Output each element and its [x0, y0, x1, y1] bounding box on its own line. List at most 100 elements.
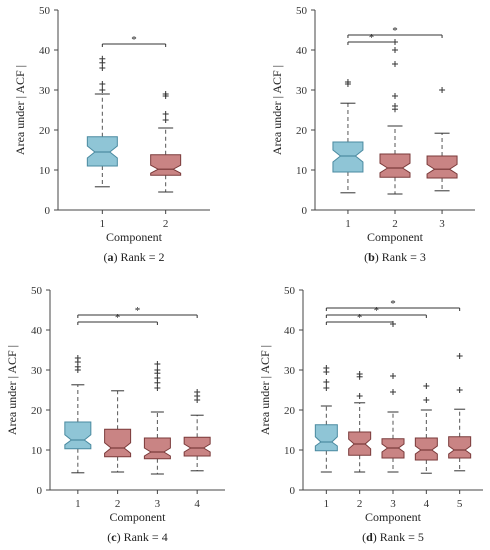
caption-letter-body: a — [107, 250, 113, 264]
box-body — [64, 421, 92, 450]
outlier-point — [99, 87, 106, 93]
y-tick-label: 10 — [284, 445, 296, 457]
x-tick-label: 1 — [100, 218, 106, 230]
outlier-point — [323, 365, 330, 371]
significance-star: * — [392, 25, 398, 37]
box-body — [448, 436, 472, 459]
x-tick-label: 1 — [345, 218, 351, 230]
significance-bracket: * — [325, 312, 394, 325]
box-body — [379, 153, 411, 178]
box-body — [426, 155, 458, 179]
outlier-point — [456, 353, 463, 359]
y-tick-label: 40 — [39, 45, 51, 57]
y-tick-label: 30 — [296, 85, 308, 97]
significance-bracket: * — [347, 32, 396, 45]
significance-star: * — [135, 305, 141, 317]
y-tick-label: 30 — [284, 365, 296, 377]
x-tick-label: 3 — [390, 498, 396, 510]
outlier-point — [154, 385, 161, 391]
y-tick-label: 20 — [31, 405, 43, 417]
caption-paren-open: ( — [107, 530, 111, 544]
caption-letter-body: c — [111, 530, 117, 544]
outlier-point — [162, 111, 169, 117]
outlier-point — [74, 355, 81, 361]
panel-caption: (b) Rank = 3 — [364, 250, 426, 264]
caption-text: ) Rank = 4 — [117, 530, 168, 544]
significance-bracket: * — [101, 34, 167, 47]
outlier-point — [99, 65, 106, 71]
x-axis-label: Component — [110, 510, 167, 524]
y-tick-label: 50 — [31, 285, 43, 297]
box-body — [150, 154, 182, 176]
box-3 — [143, 361, 171, 475]
chart-panel-3: 0 10 20 30 40 50 1 2 3 4 Component Area under | ACF… — [5, 285, 225, 544]
significance-bracket: * — [77, 312, 158, 325]
significance-star: * — [115, 312, 121, 324]
outlier-point — [390, 373, 396, 379]
y-axis-label: Area under | ACF | — [258, 345, 272, 435]
y-tick-label: 20 — [296, 125, 308, 137]
y-tick-label: 30 — [31, 365, 43, 377]
box-body — [104, 428, 132, 458]
box-1 — [314, 365, 338, 473]
chart-panel-4: 0 10 20 30 40 50 1 2 3 4 5 Component Area under | AC… — [258, 285, 483, 544]
y-axis-label: Area under | ACF | — [5, 345, 19, 435]
outlier-point — [162, 117, 169, 123]
outlier-point — [390, 389, 396, 395]
significance-bracket: * — [77, 305, 198, 318]
panel-caption: (a) Rank = 2 — [103, 250, 164, 264]
significance-bracket: * — [325, 305, 427, 318]
caption-paren-open: ( — [364, 250, 368, 264]
panel-caption: (d) Rank = 5 — [362, 530, 424, 544]
y-tick-label: 50 — [284, 285, 296, 297]
outlier-point — [99, 55, 106, 62]
box-1 — [332, 79, 364, 194]
box-2 — [150, 91, 182, 193]
box-body — [314, 424, 338, 452]
y-tick-label: 0 — [45, 205, 51, 217]
x-axis-label: Component — [106, 230, 163, 244]
caption-text: ) Rank = 5 — [373, 530, 424, 544]
outlier-point — [99, 81, 106, 87]
y-tick-label: 50 — [39, 5, 51, 17]
box-body — [183, 436, 211, 457]
y-tick-label: 10 — [296, 165, 308, 177]
x-axis-label: Component — [367, 230, 424, 244]
y-tick-label: 0 — [37, 485, 43, 497]
x-tick-label: 3 — [439, 218, 445, 230]
outlier-point — [344, 79, 351, 85]
y-tick-label: 10 — [39, 165, 51, 177]
x-tick-label: 3 — [155, 498, 161, 510]
outlier-point — [194, 389, 201, 395]
outlier-point — [323, 379, 330, 385]
y-tick-label: 30 — [39, 85, 51, 97]
box-body — [414, 437, 438, 461]
x-tick-label: 2 — [115, 498, 121, 510]
outlier-point — [154, 361, 161, 367]
caption-paren-open: ( — [362, 530, 366, 544]
x-tick-label: 4 — [424, 498, 430, 510]
outlier-point — [439, 87, 446, 93]
y-tick-label: 20 — [284, 405, 296, 417]
outlier-point — [356, 393, 363, 399]
box-5 — [448, 353, 472, 472]
chart-panel-2: 0 10 20 30 40 50 1 2 3 Component Area under | ACF … — [270, 5, 475, 264]
x-tick-label: 4 — [194, 498, 200, 510]
box-1 — [86, 55, 118, 188]
box-2 — [379, 39, 411, 195]
outlier-point — [392, 61, 398, 67]
significance-star: * — [357, 312, 363, 324]
y-tick-label: 10 — [31, 445, 43, 457]
x-tick-label: 1 — [75, 498, 81, 510]
significance-bracket: * — [347, 25, 443, 38]
caption-text: ) Rank = 2 — [113, 250, 164, 264]
y-tick-label: 40 — [284, 325, 296, 337]
outlier-point — [423, 383, 430, 389]
x-tick-label: 2 — [392, 218, 398, 230]
box-2 — [348, 371, 372, 473]
box-1 — [64, 355, 92, 474]
y-tick-label: 20 — [39, 125, 51, 137]
outlier-point — [323, 385, 330, 391]
